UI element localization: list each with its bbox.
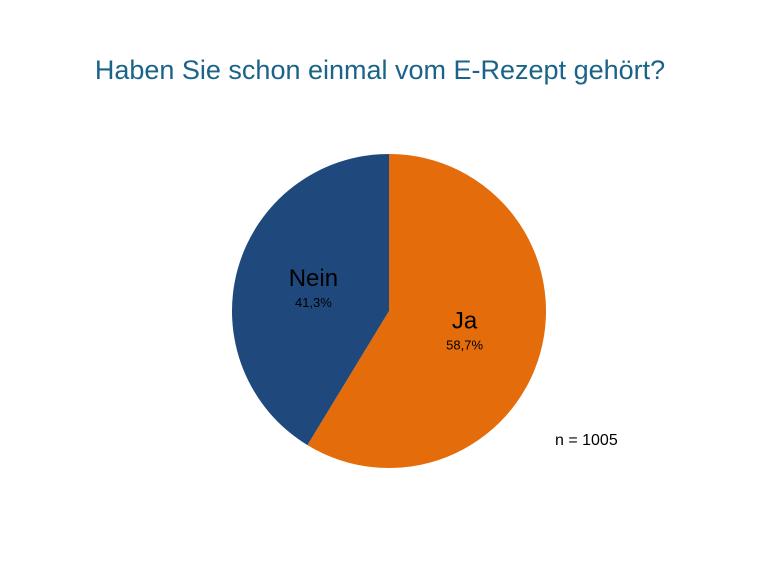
pie-slice <box>232 154 389 446</box>
chart-title: Haben Sie schon einmal vom E-Rezept gehö… <box>95 55 665 85</box>
annotation: n = 1005 <box>555 432 618 449</box>
slice-label: Ja <box>452 308 478 335</box>
value-label: 41,3% <box>295 295 332 310</box>
value-label: 58,7% <box>446 338 483 353</box>
slice-label: Nein <box>289 265 338 292</box>
pie-slice <box>307 154 546 468</box>
